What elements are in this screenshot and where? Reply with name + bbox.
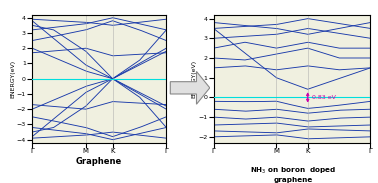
Polygon shape xyxy=(170,71,210,104)
Text: 0.83 eV: 0.83 eV xyxy=(312,95,336,100)
X-axis label: Graphene: Graphene xyxy=(76,157,122,166)
Y-axis label: ENERGY(eV): ENERGY(eV) xyxy=(10,60,15,98)
Y-axis label: ENERGY(eV): ENERGY(eV) xyxy=(192,60,197,98)
Text: NH$_3$ on boron  doped
graphene: NH$_3$ on boron doped graphene xyxy=(250,166,336,183)
